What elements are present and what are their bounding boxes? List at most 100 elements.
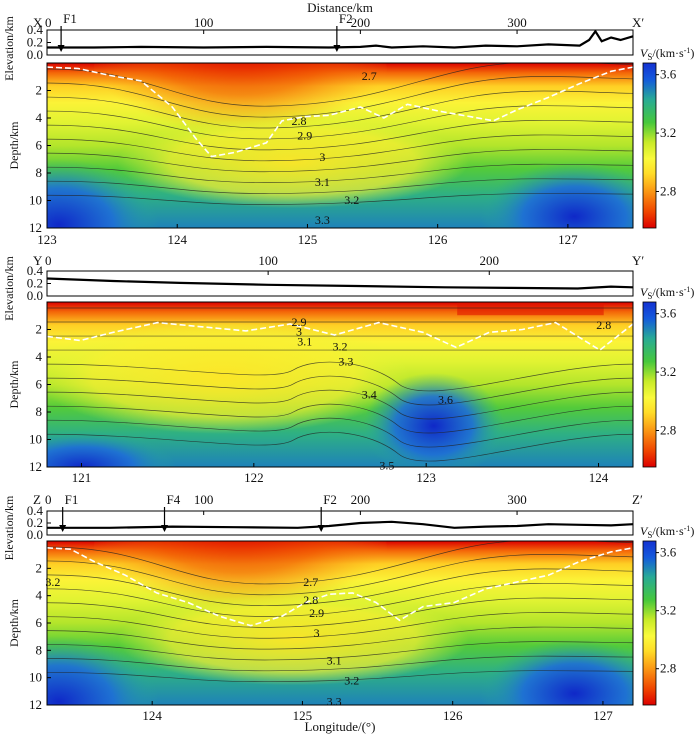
contour-label: 3.2 [344,673,359,687]
longitude-tick-label: 121 [72,470,92,485]
contour-label: 3 [314,626,320,640]
depth-tick-label: 4 [36,110,43,125]
depth-tick-label: 6 [36,615,43,630]
fault-label-f1: F1 [63,11,77,26]
contour-label: 2.8 [596,318,611,332]
moho-trace-x [47,66,633,158]
contour-label: 2.8 [292,114,307,128]
elevation-axis-label: Elevation/km [2,495,16,560]
colorbar-tick-label: 3.6 [660,306,677,321]
contour-label: 3.3 [315,213,330,227]
elevation-tick-label: 0.4 [27,263,44,278]
longitude-tick-label: 127 [593,708,613,723]
contour-label: 2.9 [297,129,312,143]
elevation-panel-frame [46,510,634,536]
profile-start-label: Z [33,492,41,507]
fault-label-f2: F2 [323,492,337,507]
colorbar-tick-label: 2.8 [660,422,676,437]
contour-label: 2.9 [309,606,324,620]
fault-arrow-f2 [333,45,341,52]
fault-label-f2: F2 [339,11,353,26]
longitude-tick-label: 122 [244,470,264,485]
depth-tick-label: 10 [29,670,42,685]
distance-tick-label: 200 [351,492,371,507]
longitude-tick-label: 124 [589,470,609,485]
distance-tick-label: 0 [45,253,52,268]
longitude-tick-label: 126 [428,232,448,247]
longitude-tick-label: 123 [37,232,57,247]
velocity-heatmap-x [47,63,633,228]
fault-arrow-f4 [161,525,169,532]
depth-tick-label: 2 [36,560,43,575]
profile-end-label: Y′ [632,253,644,268]
contour-label: 2.7 [362,69,377,83]
elevation-tick-label: 0.0 [27,288,43,303]
elevation-panel-frame [46,270,634,297]
colorbar-label: VS/(km·s-1) [640,285,694,301]
depth-tick-label: 6 [36,377,43,392]
distance-tick-label: 200 [480,253,500,268]
longitude-tick-label: 125 [298,232,318,247]
longitude-tick-label: 124 [167,232,187,247]
contour-label: 2.7 [303,575,318,589]
elevation-tick-label: 0.4 [27,503,44,518]
distance-tick-label: 0 [45,15,52,30]
colorbar-tick-label: 3.2 [660,364,676,379]
contour-label: 3.3 [338,354,353,368]
elevation-axis-label: Elevation/km [2,256,16,321]
depth-tick-label: 4 [36,588,43,603]
profile-end-label: X′ [632,15,644,30]
fault-arrow-f1 [57,45,65,52]
depth-tick-label: 12 [29,220,42,235]
distance-tick-label: 100 [258,253,278,268]
longitude-axis-title: Longitude/(°) [305,719,376,734]
colorbar-tick-label: 2.8 [660,183,676,198]
elevation-line-x [47,29,634,49]
depth-tick-label: 12 [29,459,42,474]
colorbar-label: VS/(km·s-1) [640,524,694,540]
depth-tick-label: 8 [36,165,43,180]
colorbar-z: 3.6 3.2 2.8 VS/(km·s-1) [640,524,694,706]
elevation-tick-label: 0.2 [27,515,43,530]
fault-arrow-f1 [59,525,67,532]
longitude-tick-label: 125 [293,708,313,723]
contour-label: 3.1 [297,335,312,349]
fault-label-f4: F4 [167,492,181,507]
colorbar-label: VS/(km·s-1) [640,46,694,62]
distance-tick-label: 100 [194,492,214,507]
elevation-tick-label: 0.4 [27,22,44,37]
colorbar-tick-label: 3.6 [660,545,677,560]
contour-label: 2.9 [292,315,307,329]
contour-label: 3 [319,150,325,164]
colorbar-y: 3.6 3.2 2.8 VS/(km·s-1) [640,285,694,468]
depth-tick-label: 12 [29,697,42,712]
contour-label: 3.1 [315,175,330,189]
depth-axis-label: Depth/km [7,121,21,170]
elevation-tick-label: 0.0 [27,47,43,62]
fault-label-f1: F1 [65,492,79,507]
distance-tick-label: 300 [507,15,527,30]
profile-start-label: Y [33,253,43,268]
contour-label: 3.2 [333,340,348,354]
depth-tick-label: 2 [36,83,43,98]
contour-label: 3.3 [327,695,342,709]
contour-label: 3.5 [379,458,394,472]
elevation-line-y [46,277,634,290]
moho-trace-y [47,321,633,352]
profile-end-label: Z′ [632,492,643,507]
velocity-heatmap-y [47,302,633,467]
depth-tick-label: 4 [36,349,43,364]
distance-axis-title: Distance/km [307,0,373,15]
depth-tick-label: 2 [36,322,43,337]
depth-tick-label: 8 [36,642,43,657]
contour-label: 3.4 [362,387,377,401]
distance-tick-label: 0 [45,492,52,507]
longitude-tick-label: 124 [142,708,162,723]
colorbar-x: 3.6 3.2 2.8 VS/(km·s-1) [640,46,694,229]
depth-axis-label: Depth/km [7,598,21,647]
contour-label: 3.2 [344,193,359,207]
depth-tick-label: 10 [29,432,42,447]
contour-label: 3.2 [45,575,60,589]
